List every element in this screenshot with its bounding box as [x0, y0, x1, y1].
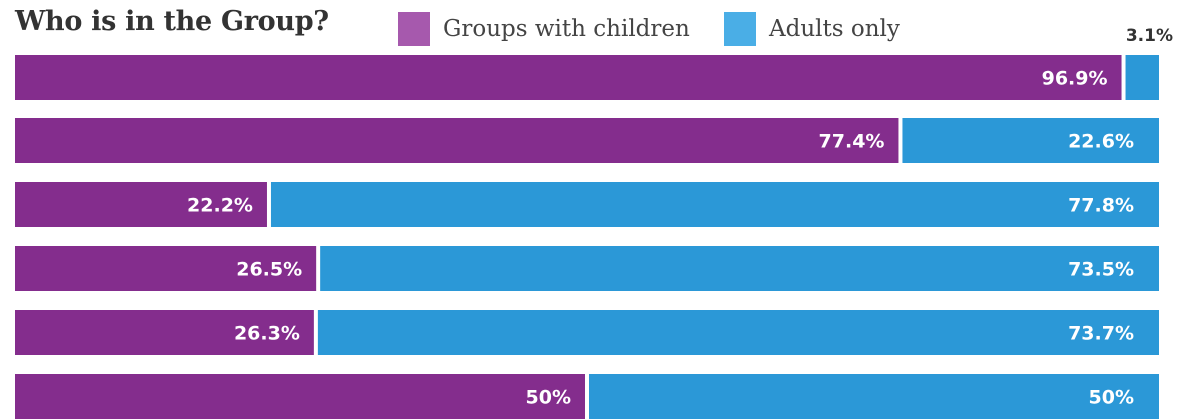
bar-adults-2 [270, 182, 1159, 227]
legend-label-children: Groups with children [443, 16, 690, 42]
legend-swatch-children [398, 12, 430, 46]
legend-item-groups-with-children: Groups with children [398, 12, 690, 46]
bar-adults-4 [317, 310, 1159, 355]
label-children-3: 26.5% [236, 259, 302, 281]
bar-adults-5 [589, 374, 1159, 419]
bar-children-1 [15, 118, 899, 163]
label-adults-2: 77.8% [1068, 195, 1134, 217]
label-children-0: 96.9% [1042, 68, 1108, 90]
bar-children-5 [15, 374, 585, 419]
bar-adults-0 [1125, 55, 1159, 100]
legend-swatch-adults [724, 12, 756, 46]
label-children-4: 26.3% [234, 323, 300, 345]
chart-title: Who is in the Group? [15, 6, 329, 37]
label-children-5: 50% [526, 387, 571, 409]
bar-children-4 [15, 310, 314, 355]
label-children-1: 77.4% [819, 131, 885, 153]
bar-adults-1 [902, 118, 1159, 163]
label-adults-1: 22.6% [1068, 131, 1134, 153]
bar-children-2 [15, 182, 267, 227]
label-adults-3: 73.5% [1068, 259, 1134, 281]
bar-children-0 [15, 55, 1122, 100]
legend-label-adults: Adults only [769, 16, 900, 42]
label-children-2: 22.2% [187, 195, 253, 217]
label-adults-5: 50% [1089, 387, 1134, 409]
label-adults-0: 3.1% [1126, 26, 1173, 46]
legend-item-adults-only: Adults only [724, 12, 900, 46]
bar-children-3 [15, 246, 317, 291]
label-adults-4: 73.7% [1068, 323, 1134, 345]
bar-adults-3 [320, 246, 1159, 291]
